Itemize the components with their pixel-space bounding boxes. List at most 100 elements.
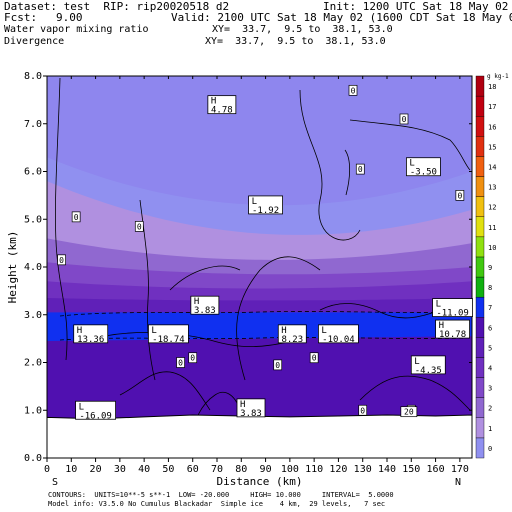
extremum-type: H <box>194 297 199 307</box>
colorbar-swatch <box>475 337 485 358</box>
extremum-value: 3.83 <box>240 409 262 419</box>
extremum-box <box>432 298 473 317</box>
contour-label-box <box>455 190 465 201</box>
divergence-contour <box>139 199 156 381</box>
extremum-box <box>190 295 220 315</box>
extremum-label: H4.78 <box>207 95 237 116</box>
colorbar-swatch <box>475 296 485 318</box>
extremum-label: L-16.09 <box>75 400 116 421</box>
contour-label: 0 <box>399 113 409 125</box>
contour-label: 0 <box>455 190 465 201</box>
extremum-label: L-3.50 <box>406 157 441 178</box>
contour-label-box <box>399 113 409 125</box>
colorbar-label: 18 <box>488 83 496 91</box>
x-tick-label: 120 <box>329 464 347 475</box>
extremum-label: L-1.92 <box>248 195 283 216</box>
x-tick-label: 0 <box>44 464 50 475</box>
colorbar-label: 7 <box>488 304 492 312</box>
contour-label-text: 20 <box>404 408 414 417</box>
extremum-label: H13.36 <box>73 324 109 345</box>
extremum-value: -4.35 <box>415 366 442 376</box>
colorbar-swatch <box>475 95 485 117</box>
extremum-value: 4.78 <box>211 106 233 116</box>
contour-label-box <box>348 84 358 96</box>
contour-label-text: 0 <box>190 354 195 363</box>
colorbar-label: 14 <box>488 163 496 171</box>
contour-label: 0 <box>176 357 185 368</box>
colorbar-label: 4 <box>488 365 492 373</box>
y-tick-label: 7.0 <box>24 119 42 130</box>
footer-contours: CONTOURS: UNITS=10**-5 s**-1 LOW= -20.00… <box>48 491 394 499</box>
divergence-contour <box>55 77 68 361</box>
x-tick-label: 50 <box>162 464 174 475</box>
x-tick-label: 100 <box>281 464 299 475</box>
colorbar-label: 5 <box>488 344 492 352</box>
colorbar-swatch <box>475 256 485 278</box>
extremum-box <box>410 355 446 375</box>
contour-label-box <box>273 359 283 371</box>
colorbar-label: 11 <box>488 224 496 232</box>
divergence-contour <box>359 375 471 411</box>
y-tick-label: 0.0 <box>24 453 42 464</box>
y-axis-label: Height (km) <box>6 231 19 304</box>
extremum-box <box>248 195 283 215</box>
colorbar-swatch <box>475 397 485 418</box>
y-tick-label: 3.0 <box>24 310 42 321</box>
extremum-type: L <box>409 159 414 169</box>
colorbar-swatch <box>475 216 485 238</box>
contour-label-box <box>400 406 418 418</box>
contour-label: 0 <box>273 359 283 371</box>
y-tick-label: 4.0 <box>24 262 42 273</box>
contour-label-box <box>358 404 368 416</box>
colorbar-label: 12 <box>488 204 496 212</box>
extremum-box <box>207 95 237 115</box>
extremum-value: -11.09 <box>436 309 469 319</box>
x-tick-label: 130 <box>354 464 372 475</box>
contour-label-box <box>176 357 185 368</box>
x-tick-label: 170 <box>451 464 469 475</box>
colorbar-swatch <box>475 276 485 298</box>
dataset-line: Dataset: test RIP: rip20020518 d2 <box>4 0 230 13</box>
footer-model-info: Model info: V3.5.0 No Cumulus Blackadar … <box>48 500 386 508</box>
y-tick-label: 2.0 <box>24 358 42 369</box>
extremum-label: L-10.04 <box>318 324 359 345</box>
extremum-label: H3.83 <box>190 295 220 316</box>
divergence-contour <box>89 332 301 348</box>
divergence-contour <box>344 149 351 196</box>
extremum-type: H <box>281 326 286 336</box>
colorbar-swatch <box>475 236 485 258</box>
extremum-value: -18.74 <box>152 335 185 345</box>
divergence-contour <box>119 371 211 411</box>
fcst-label: Fcst: <box>4 11 38 24</box>
colorbar-swatch <box>475 75 485 97</box>
y-tick-label: 5.0 <box>24 214 42 225</box>
extremum-type: H <box>211 97 216 107</box>
divergence-contour <box>349 119 471 171</box>
y-tick-label: 6.0 <box>24 167 42 178</box>
extremum-label: H10.78 <box>435 319 470 340</box>
colorbar-label: 13 <box>488 184 496 192</box>
contour-label: 0 <box>348 84 358 96</box>
divergence-contour-dashed <box>59 311 471 317</box>
extremum-value: -10.04 <box>322 335 355 345</box>
x-tick-label: 30 <box>114 464 126 475</box>
contour-label-text: 0 <box>178 359 183 368</box>
extremum-type: L <box>414 357 419 367</box>
south-label: S <box>52 477 58 488</box>
divergence-contour <box>299 89 361 241</box>
divergence-contour <box>236 256 321 381</box>
extremum-label: L-4.35 <box>410 355 446 376</box>
colorbar-unit: g kg-1 <box>487 73 509 80</box>
colorbar-label: 2 <box>488 405 492 413</box>
extremum-value: 8.23 <box>281 335 303 345</box>
extremum-value: -16.09 <box>79 411 112 421</box>
divergence-contour <box>169 265 241 291</box>
colorbar-swatch <box>475 377 485 398</box>
field2-title: Divergence <box>4 36 65 47</box>
x-axis-label: Distance (km) <box>216 475 302 488</box>
colorbar-label: 0 <box>488 445 492 453</box>
colorbar-swatch <box>475 116 485 137</box>
colorbar-label: 15 <box>488 143 496 151</box>
extremum-box <box>277 324 307 344</box>
